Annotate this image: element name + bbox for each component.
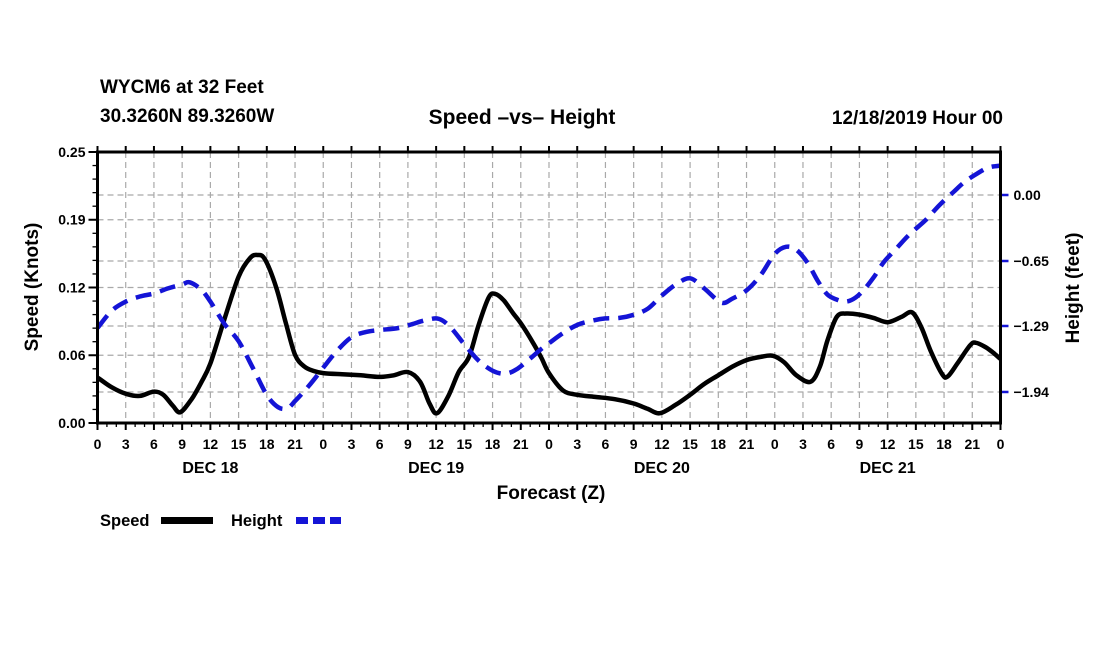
x-axis-hour-label: 3: [573, 436, 581, 452]
x-axis-hour-label: 18: [485, 436, 501, 452]
x-axis-day-label: DEC 20: [634, 460, 690, 477]
legend-height-label: Height: [231, 512, 283, 530]
y-left-axis-title: Speed (Knots): [22, 223, 43, 352]
gridlines: [97, 152, 1001, 423]
x-axis-hour-label: 6: [376, 436, 384, 452]
y-left-tick-label: 0.00: [58, 415, 85, 431]
x-axis-hour-label: 12: [654, 436, 670, 452]
x-axis-day-label: DEC 19: [408, 460, 464, 477]
x-axis-title: Forecast (Z): [497, 483, 606, 504]
station-coordinates: 30.3260N 89.3260W: [100, 106, 274, 127]
x-axis-day-label: DEC 21: [860, 460, 916, 477]
x-axis-hour-label: 9: [178, 436, 186, 452]
x-axis-hour-label: 12: [880, 436, 896, 452]
y-right-tick-label: −0.65: [1014, 253, 1050, 269]
x-axis-hour-label: 15: [682, 436, 698, 452]
station-name: WYCM6 at 32 Feet: [100, 77, 264, 98]
x-axis-hour-label: 9: [630, 436, 638, 452]
x-axis-hour-label: 15: [231, 436, 247, 452]
x-axis-hour-label: 3: [348, 436, 356, 452]
legend: Speed Height: [100, 512, 341, 530]
y-left-tick-label: 0.12: [58, 279, 85, 295]
y-right-tick-label: 0.00: [1014, 187, 1041, 203]
y-right-tick-label: −1.29: [1014, 318, 1050, 334]
y-right-axis-title: Height (feet): [1063, 233, 1084, 344]
legend-speed-label: Speed: [100, 512, 150, 530]
y-right-tick-label: −1.94: [1014, 384, 1050, 400]
x-axis-hour-label: 15: [457, 436, 473, 452]
chart-title: Speed –vs– Height: [429, 106, 616, 129]
x-axis-hour-label: 6: [827, 436, 835, 452]
x-axis-hour-label: 3: [799, 436, 807, 452]
x-axis-hour-label: 18: [259, 436, 275, 452]
x-axis-hour-label: 0: [319, 436, 327, 452]
x-axis-hour-label: 15: [908, 436, 924, 452]
x-axis-hour-label: 12: [203, 436, 219, 452]
x-axis-hour-label: 9: [856, 436, 864, 452]
x-axis-hour-label: 18: [711, 436, 727, 452]
x-axis-hour-label: 0: [545, 436, 553, 452]
day-labels: DEC 18 DEC 19 DEC 20 DEC 21: [182, 460, 915, 477]
x-axis-hour-label: 21: [739, 436, 755, 452]
y-left-tick-label: 0.25: [58, 144, 85, 160]
x-axis-hour-label: 3: [122, 436, 130, 452]
speed-series-line: [96, 252, 1002, 416]
series-paths: [95, 163, 1002, 416]
forecast-run-date: 12/18/2019 Hour 00: [832, 108, 1003, 129]
x-axis-hour-label: 0: [997, 436, 1005, 452]
x-axis-hour-label: 21: [513, 436, 529, 452]
tick-labels: 0.25 0.19 0.12 0.06 0.00 0.00 −0.65 −1.29 −1.94 0…: [58, 144, 1049, 452]
plot-border: [96, 150, 1002, 425]
x-axis-day-label: DEC 18: [182, 460, 238, 477]
x-axis-hour-label: 0: [771, 436, 779, 452]
x-axis-hour-label: 21: [287, 436, 303, 452]
x-axis-hour-label: 9: [404, 436, 412, 452]
height-series-line: [95, 163, 1001, 412]
x-axis-hour-label: 0: [94, 436, 102, 452]
x-axis-hour-label: 6: [150, 436, 158, 452]
y-left-tick-label: 0.06: [58, 347, 85, 363]
x-axis-hour-label: 12: [428, 436, 444, 452]
x-axis-hour-label: 21: [964, 436, 980, 452]
x-axis-hour-label: 18: [936, 436, 952, 452]
x-axis-hour-label: 6: [602, 436, 610, 452]
y-left-tick-label: 0.19: [58, 212, 85, 228]
